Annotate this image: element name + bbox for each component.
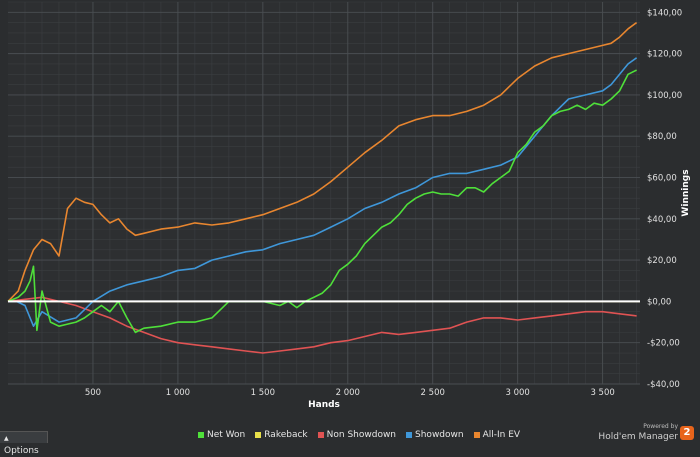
powered-by-text: Powered by — [643, 423, 678, 430]
x-tick-label: 1 000 — [166, 388, 190, 398]
y-tick-label: $20,00 — [647, 256, 677, 266]
y-tick-label: -$40,00 — [647, 380, 680, 390]
legend: Net Won Rakeback Non Showdown Showdown All-I… — [198, 430, 520, 440]
y-tick-label: $60,00 — [647, 174, 677, 184]
y-tick-label: $100,00 — [647, 91, 682, 101]
series-line-all-in-ev — [7, 21, 638, 302]
chevron-up-icon: ▲ — [4, 435, 9, 442]
series-line-non-showdown — [7, 296, 637, 354]
winnings-chart: 500 1 000 1 500 2 000 2 500 3 000 3 500 -$40,00… — [7, 1, 691, 410]
y-tick-label: $80,00 — [647, 132, 677, 142]
y-tick-label: $40,00 — [647, 215, 677, 225]
legend-item[interactable]: All-In EV — [473, 430, 521, 440]
x-tick-label: 3 500 — [590, 388, 614, 398]
legend-item[interactable]: Rakeback — [255, 430, 308, 440]
y-tick-label: $0,00 — [647, 297, 671, 307]
legend-label: Rakeback — [264, 430, 308, 440]
legend-swatch — [406, 432, 413, 438]
options-label: Options — [4, 446, 39, 456]
tick-labels: 500 1 000 1 500 2 000 2 500 3 000 3 500 -$40,00… — [85, 8, 682, 398]
legend-label: Non Showdown — [326, 430, 397, 440]
x-tick-label: 500 — [85, 388, 101, 398]
legend-label: Showdown — [415, 430, 464, 440]
options-button[interactable]: ▲ Options — [0, 431, 48, 456]
brand-logo: 2 — [680, 426, 694, 440]
legend-swatch — [473, 432, 480, 438]
legend-item[interactable]: Net Won — [198, 430, 245, 440]
x-tick-label: 2 000 — [336, 388, 360, 398]
legend-swatch — [255, 432, 262, 438]
legend-swatch — [198, 432, 204, 438]
x-tick-label: 2 500 — [421, 388, 445, 398]
brand-name: Hold'em Manager — [598, 432, 678, 442]
series-line-showdown — [8, 57, 638, 328]
x-tick-label: 1 500 — [251, 388, 275, 398]
plot-area — [8, 2, 640, 384]
x-axis-title: Hands — [308, 400, 340, 410]
series-line-net-won — [7, 69, 637, 334]
y-tick-label: -$20,00 — [647, 339, 680, 349]
legend-label: All-In EV — [482, 430, 521, 440]
x-tick-label: 3 000 — [506, 388, 530, 398]
legend-label: Net Won — [207, 430, 246, 440]
y-axis-title: Winnings — [681, 169, 691, 216]
y-tick-label: $140,00 — [647, 8, 682, 18]
legend-item[interactable]: Showdown — [406, 430, 464, 440]
y-tick-label: $120,00 — [647, 50, 682, 60]
legend-swatch — [317, 432, 324, 438]
legend-item[interactable]: Non Showdown — [317, 430, 397, 440]
grid — [8, 1, 640, 385]
